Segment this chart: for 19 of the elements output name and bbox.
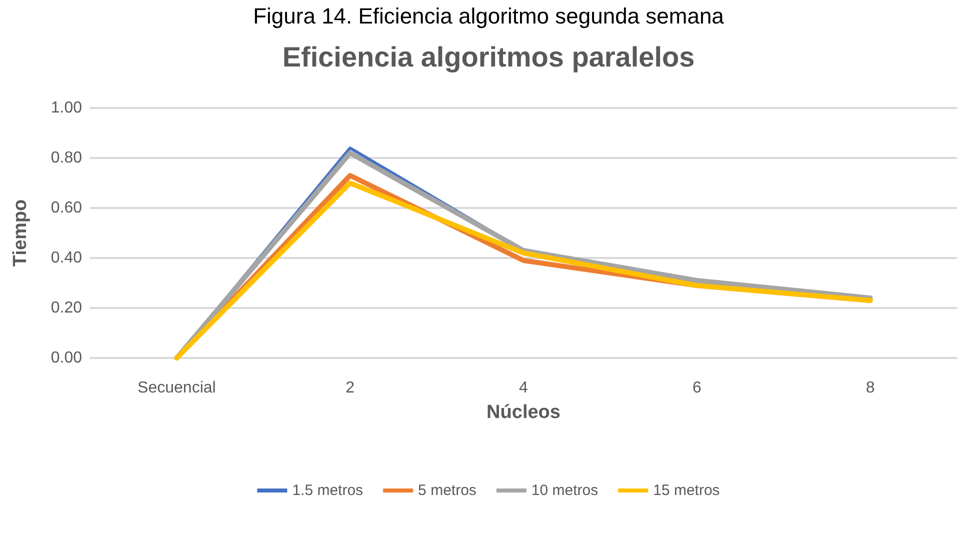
y-tick-label: 0.80 xyxy=(50,150,82,166)
y-tick-label: 1.00 xyxy=(50,100,82,116)
legend-label: 15 metros xyxy=(653,482,720,499)
x-tick-label: 2 xyxy=(346,380,355,396)
x-tick-label: 6 xyxy=(692,380,702,396)
x-axis-title: Núcleos xyxy=(486,402,560,423)
y-tick-label: 0.40 xyxy=(50,250,82,266)
chart-title: Eficiencia algoritmos paralelos xyxy=(282,42,695,72)
y-tick-label: 0.20 xyxy=(50,300,82,316)
x-tick-label: 4 xyxy=(519,380,528,396)
legend-label: 10 metros xyxy=(531,482,598,499)
y-axis-title: Tiempo xyxy=(10,199,31,267)
y-tick-label: 0.00 xyxy=(50,350,82,366)
y-tick-label: 0.60 xyxy=(50,200,82,216)
text: Figura 14. Eficiencia algoritmo segunda semana xyxy=(253,4,725,28)
legend-label: 5 metros xyxy=(418,482,476,499)
x-tick-label: Secuencial xyxy=(138,380,216,396)
x-tick-label: 8 xyxy=(866,380,875,396)
legend-label: 1.5 metros xyxy=(292,482,364,499)
